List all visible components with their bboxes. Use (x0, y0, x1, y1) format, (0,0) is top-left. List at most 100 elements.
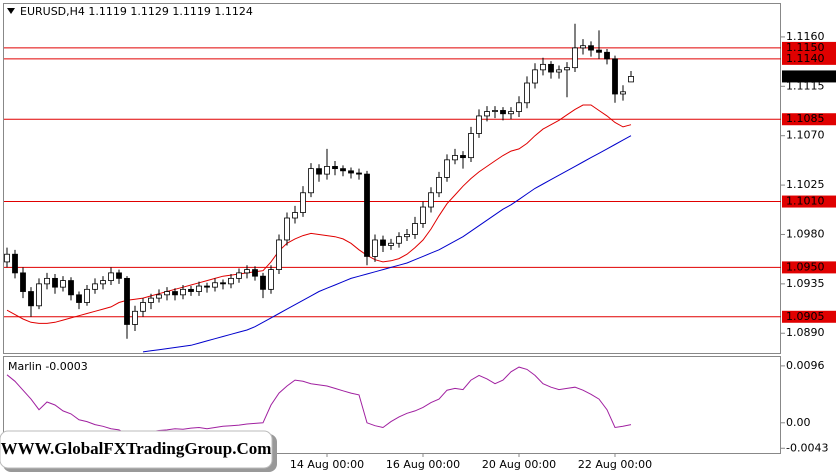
candle-body (276, 239, 282, 270)
candle-body (44, 277, 50, 285)
candle-body (172, 291, 178, 296)
candle-body (28, 291, 34, 307)
oscillator-line (6, 366, 632, 437)
candle-body (252, 269, 258, 277)
candle-body (484, 111, 490, 117)
candle-body (580, 45, 586, 49)
candle-body (164, 291, 170, 296)
candle-body (348, 170, 354, 174)
y-tick-label: 1.1160 (786, 30, 825, 43)
candle-body (68, 280, 74, 296)
candle-body (468, 133, 474, 159)
candle-body (420, 206, 426, 224)
candle-body (236, 272, 242, 279)
candle-body (292, 212, 298, 219)
candle-body (116, 272, 122, 279)
candle-body (20, 272, 26, 292)
candle-body (548, 63, 554, 73)
candle-body (332, 166, 338, 170)
candle-body (100, 280, 106, 285)
y-tick-label: 0.0096 (786, 359, 825, 372)
candle-body (380, 239, 386, 246)
level-label-box (782, 41, 836, 54)
candle-body (148, 297, 154, 303)
candle-body (156, 294, 162, 299)
level-label: 1.1140 (786, 52, 825, 65)
candle-body (76, 294, 82, 303)
x-tick-label: 16 Aug 00:00 (386, 458, 460, 471)
y-tick-label: 1.0935 (786, 277, 825, 290)
candle-body (540, 63, 546, 71)
level-label: 1.1010 (786, 195, 825, 208)
y-tick-label: 1.1070 (786, 129, 825, 142)
candle-body (180, 288, 186, 296)
candle-body (92, 283, 98, 290)
level-label-box (782, 52, 836, 65)
chart-title: EURUSD,H4 1.1119 1.1129 1.1119 1.1124 (20, 5, 253, 18)
level-label-box (782, 113, 836, 126)
candle-body (316, 168, 322, 175)
candle-body (36, 283, 42, 307)
watermark: WWW.GlobalFXTradingGroup.Com (0, 430, 277, 472)
level-label-box (782, 261, 836, 274)
candle-body (260, 275, 266, 290)
candle-body (364, 173, 370, 257)
candle-body (124, 277, 130, 325)
y-tick-label: 1.0980 (786, 227, 825, 240)
candle-body (228, 277, 234, 285)
candle-body (196, 285, 202, 292)
moving-average (142, 135, 632, 353)
candle-body (244, 269, 250, 274)
level-label: 1.0905 (786, 310, 825, 323)
candle-body (412, 223, 418, 235)
candle-body (188, 288, 194, 292)
candle-body (596, 49, 602, 53)
candle-body (268, 269, 274, 290)
level-label-box (782, 310, 836, 323)
level-label: 1.1150 (786, 41, 825, 54)
plot-layer: 1.1160 1.1115 1.1070 1.1025 1.0980 1.0935 1.08… (4, 23, 836, 471)
candle-body (52, 277, 58, 288)
candle-body (132, 310, 138, 325)
candle-body (300, 192, 306, 213)
candle-body (204, 285, 210, 288)
candle-body (572, 47, 578, 69)
candle-body (460, 155, 466, 159)
menu-arrow[interactable] (7, 8, 15, 14)
candle-body (212, 282, 218, 288)
candle-body (84, 288, 90, 303)
candle-body (620, 91, 626, 95)
candle-body (556, 69, 562, 73)
candle-body (4, 253, 10, 263)
candle-body (404, 234, 410, 238)
level-label: 1.0950 (786, 260, 825, 273)
main-panel (3, 3, 781, 354)
watermark-box (0, 430, 273, 469)
candle-body (308, 168, 314, 194)
candle-body (108, 272, 114, 281)
candle-body (428, 192, 434, 208)
level-label: 1.1085 (786, 112, 825, 125)
x-tick-label: 20 Aug 00:00 (482, 458, 556, 471)
y-tick-label: 1.1025 (786, 178, 825, 191)
y-tick-label: 1.1115 (786, 79, 825, 92)
candle-body (324, 166, 330, 175)
candle-body (604, 51, 610, 60)
candle-body (372, 239, 378, 257)
x-tick-label: 22 Aug 00:00 (578, 458, 652, 471)
candle-body (284, 217, 290, 241)
candle-body (532, 69, 538, 84)
candle-body (628, 76, 634, 83)
oscillator-panel (3, 356, 781, 454)
candle-body (524, 82, 530, 104)
y-tick-label: 1.0890 (786, 326, 825, 339)
candle-body (388, 242, 394, 246)
current-price-label: 1.1124 (786, 69, 825, 82)
candle-body (220, 282, 226, 285)
candle-body (612, 58, 618, 95)
candle-body (60, 280, 66, 288)
candle-body (436, 177, 442, 194)
candle-body (396, 236, 402, 244)
